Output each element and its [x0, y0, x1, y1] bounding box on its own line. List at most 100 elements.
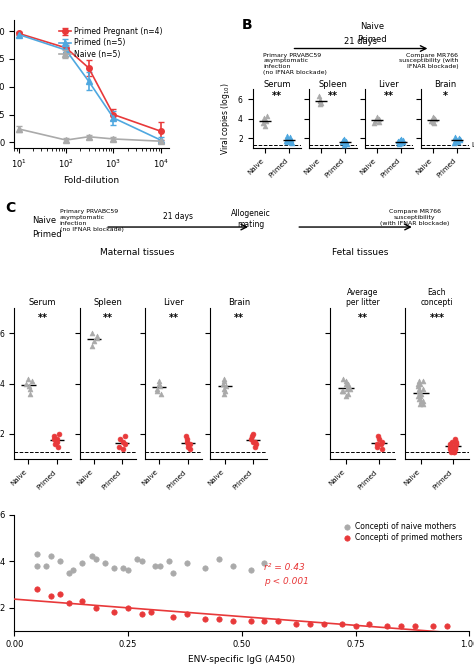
Concepti of naive mothers	[215, 554, 223, 564]
Point	[344, 381, 352, 392]
Concepti of naive mothers	[56, 556, 64, 566]
Point	[316, 99, 323, 109]
Text: C: C	[5, 201, 15, 215]
Point	[419, 376, 427, 386]
Point	[417, 389, 424, 399]
Title: Each
concepti: Each concepti	[420, 288, 453, 307]
Concepti of primed mothers	[147, 607, 155, 617]
Point	[156, 381, 164, 392]
Text: B: B	[242, 18, 252, 32]
Concepti of naive mothers	[261, 558, 268, 569]
Concepti of primed mothers	[92, 602, 100, 613]
Text: 21 days: 21 days	[163, 212, 193, 221]
X-axis label: Fold-dilution: Fold-dilution	[64, 176, 119, 185]
Text: 21 days: 21 days	[345, 38, 377, 46]
Point	[249, 436, 256, 447]
Point	[249, 431, 256, 442]
Point	[117, 433, 124, 444]
Point	[317, 95, 324, 105]
Point	[283, 131, 291, 142]
Point	[414, 378, 422, 389]
Point	[428, 114, 436, 125]
Point	[417, 378, 424, 389]
Point	[157, 389, 165, 399]
Concepti of primed mothers	[110, 607, 118, 617]
Point	[52, 439, 59, 450]
Text: Primed: Primed	[357, 35, 387, 44]
Point	[343, 139, 351, 150]
Point	[375, 113, 383, 124]
Title: Brain: Brain	[434, 80, 456, 89]
Point	[374, 431, 382, 442]
Point	[184, 439, 191, 450]
Point	[119, 444, 127, 454]
Point	[182, 431, 190, 442]
Point	[24, 373, 32, 384]
Point	[286, 132, 294, 142]
Concepti of naive mothers	[229, 560, 237, 571]
Point	[450, 446, 458, 457]
Text: Fetal tissues: Fetal tissues	[332, 248, 388, 257]
Point	[316, 96, 323, 107]
Point	[346, 383, 354, 394]
Concepti of primed mothers	[201, 614, 209, 625]
Text: **: **	[328, 91, 338, 101]
Concepti of naive mothers	[101, 558, 109, 569]
Point	[93, 331, 100, 342]
Point	[453, 134, 460, 144]
Point	[419, 396, 427, 407]
Point	[374, 439, 381, 450]
Point	[220, 389, 228, 399]
Concepti of primed mothers	[183, 609, 191, 620]
Point	[342, 136, 349, 146]
Concepti of naive mothers	[70, 565, 77, 576]
Concepti of primed mothers	[274, 616, 282, 627]
Point	[427, 115, 435, 126]
Point	[260, 112, 268, 123]
Concepti of primed mothers	[338, 619, 346, 629]
Point	[342, 378, 349, 389]
Text: Naive: Naive	[32, 216, 56, 225]
Concepti of primed mothers	[247, 616, 255, 627]
Concepti of naive mothers	[138, 556, 146, 566]
Concepti of naive mothers	[201, 563, 209, 574]
Point	[414, 381, 422, 392]
Point	[283, 133, 290, 144]
Point	[451, 444, 458, 454]
Concepti of primed mothers	[138, 609, 146, 620]
Point	[417, 391, 424, 402]
Point	[432, 113, 439, 124]
Point	[395, 139, 402, 150]
Point	[52, 436, 60, 447]
Concepti of primed mothers	[215, 614, 223, 625]
Point	[340, 140, 347, 150]
Text: Naive: Naive	[360, 22, 384, 32]
Concepti of naive mothers	[156, 560, 164, 571]
Point	[397, 134, 405, 144]
Point	[119, 436, 127, 447]
Point	[262, 121, 269, 132]
Title: Average
per litter: Average per litter	[346, 288, 379, 307]
Point	[452, 439, 460, 450]
Point	[252, 439, 260, 450]
Concepti of primed mothers	[397, 621, 405, 631]
Point	[451, 132, 458, 142]
Concepti of primed mothers	[383, 621, 391, 631]
Text: **: **	[168, 313, 179, 323]
Point	[451, 446, 458, 457]
Point	[288, 138, 296, 148]
Point	[397, 138, 404, 148]
Point	[430, 112, 438, 123]
Point	[22, 378, 29, 389]
Point	[28, 376, 36, 386]
Concepti of naive mothers	[183, 558, 191, 569]
Concepti of primed mothers	[352, 621, 359, 631]
Concepti of primed mothers	[306, 619, 314, 629]
Point	[398, 136, 406, 146]
Point	[155, 378, 163, 389]
Point	[259, 118, 266, 129]
Concepti of primed mothers	[292, 619, 300, 629]
Concepti of primed mothers	[170, 611, 177, 622]
Title: Serum: Serum	[263, 80, 291, 89]
Point	[429, 116, 437, 127]
